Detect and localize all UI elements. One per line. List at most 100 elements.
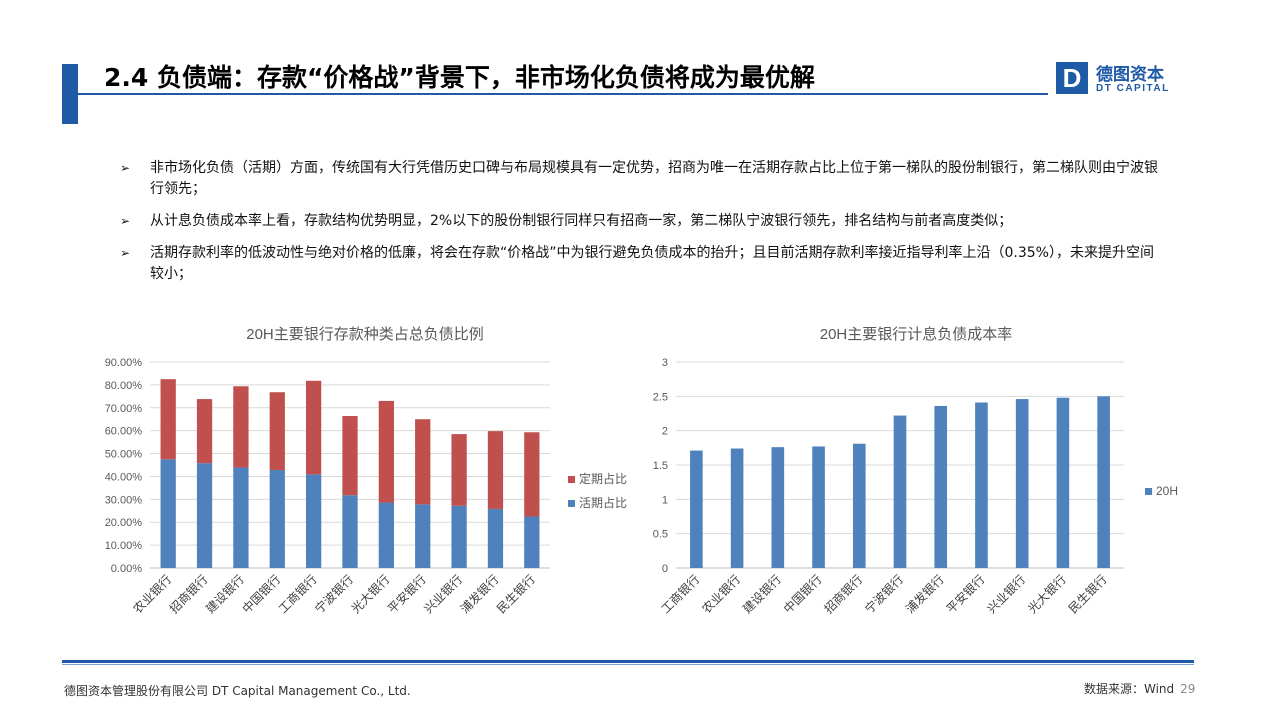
y-tick-label: 0.00% xyxy=(111,563,142,575)
legend-swatch xyxy=(1145,488,1152,495)
y-tick-label: 70.00% xyxy=(105,403,143,415)
bar-20H xyxy=(812,446,825,568)
footer-company: 德图资本管理股份有限公司 DT Capital Management Co., … xyxy=(64,684,411,698)
y-tick-label: 0.5 xyxy=(653,529,668,541)
bar-20H xyxy=(730,448,744,568)
bar-20H xyxy=(1015,399,1029,568)
bar-活期占比 xyxy=(524,516,540,568)
bar-活期占比 xyxy=(451,505,467,568)
bullet-item: ➢ 非市场化负债（活期）方面，传统国有大行凭借历史口碑与布局规模具有一定优势，招… xyxy=(120,158,1160,200)
x-tick-label: 农业银行 xyxy=(130,572,174,616)
y-tick-label: 20.00% xyxy=(105,517,143,529)
y-tick-label: 0 xyxy=(662,563,668,575)
legend-label: 定期占比 xyxy=(579,471,627,486)
footer-divider-thin xyxy=(62,664,1194,665)
bar-定期占比 xyxy=(233,386,249,468)
legend-swatch xyxy=(568,476,575,483)
bar-定期占比 xyxy=(160,379,176,460)
x-tick-label: 宁波银行 xyxy=(862,572,907,617)
y-tick-label: 90.00% xyxy=(105,357,143,369)
bar-定期占比 xyxy=(342,416,358,496)
x-tick-label: 光大银行 xyxy=(349,572,393,616)
page-title: 2.4 负债端：存款“价格战”背景下，非市场化负债将成为最优解 xyxy=(104,63,815,92)
bar-定期占比 xyxy=(487,431,504,509)
logo-chinese-name: 德图资本 xyxy=(1096,65,1164,85)
logo-mark: D xyxy=(1056,62,1088,94)
x-tick-label: 浦发银行 xyxy=(457,572,502,617)
y-tick-label: 1.5 xyxy=(653,460,668,472)
y-tick-label: 2 xyxy=(662,426,668,438)
bar-定期占比 xyxy=(196,399,213,464)
bar-活期占比 xyxy=(160,459,176,568)
bar-20H xyxy=(975,402,988,568)
bullet-item: ➢ 活期存款利率的低波动性与绝对价格的低廉，将会在存款“价格战”中为银行避免负债… xyxy=(120,243,1160,285)
bar-定期占比 xyxy=(378,400,394,503)
chart-title: 20H主要银行存款种类占总负债比例 xyxy=(246,326,484,343)
x-tick-label: 民生银行 xyxy=(494,572,538,616)
bar-20H xyxy=(1097,396,1110,568)
bar-定期占比 xyxy=(451,434,467,506)
data-source: 数据来源：Wind xyxy=(1084,682,1175,696)
bar-定期占比 xyxy=(524,432,540,517)
legend-label: 活期占比 xyxy=(579,495,627,510)
bar-活期占比 xyxy=(487,508,504,568)
y-tick-label: 3 xyxy=(662,357,668,369)
bar-活期占比 xyxy=(306,474,322,568)
arrow-bullet-icon: ➢ xyxy=(120,246,131,260)
y-tick-label: 60.00% xyxy=(105,426,143,438)
bullet-text: 非市场化负债（活期）方面，传统国有大行凭借历史口碑与布局规模具有一定优势，招商为… xyxy=(150,160,1158,197)
bar-20H xyxy=(1056,397,1070,568)
bar-定期占比 xyxy=(306,380,322,475)
y-tick-label: 1 xyxy=(662,494,668,506)
footer-source: 数据来源：Wind 29 xyxy=(1084,680,1195,697)
x-tick-label: 招商银行 xyxy=(166,572,211,617)
bar-20H xyxy=(934,405,948,568)
y-tick-label: 40.00% xyxy=(105,471,143,483)
x-tick-label: 农业银行 xyxy=(699,572,743,616)
bar-20H xyxy=(893,415,907,568)
bar-20H xyxy=(771,447,785,568)
chart-title: 20H主要银行计息负债成本率 xyxy=(820,326,1013,343)
legend-label: 20H xyxy=(1156,484,1178,498)
bullet-list: ➢ 非市场化负债（活期）方面，传统国有大行凭借历史口碑与布局规模具有一定优势，招… xyxy=(120,158,1160,296)
bar-活期占比 xyxy=(415,504,431,568)
title-underline xyxy=(78,93,1048,95)
bar-20H xyxy=(690,450,703,568)
bar-活期占比 xyxy=(269,470,285,568)
x-tick-label: 建设银行 xyxy=(740,572,784,616)
x-tick-label: 光大银行 xyxy=(1025,572,1069,616)
bullet-text: 从计息负债成本率上看，存款结构优势明显，2%以下的股份制银行同样只有招商一家，第… xyxy=(150,213,1013,229)
x-tick-label: 浦发银行 xyxy=(902,572,947,617)
arrow-bullet-icon: ➢ xyxy=(120,161,131,175)
bullet-text: 活期存款利率的低波动性与绝对价格的低廉，将会在存款“价格战”中为银行避免负债成本… xyxy=(150,245,1154,282)
logo-english-name: DT CAPITAL xyxy=(1096,83,1170,94)
funding-cost-chart-svg: 20H主要银行计息负债成本率 0 0.5 1 1.5 2 2.5 3 工商银行农业银行建设银行中… xyxy=(653,326,1178,617)
bar-活期占比 xyxy=(378,502,394,568)
y-tick-label: 30.00% xyxy=(105,494,143,506)
bullet-item: ➢ 从计息负债成本率上看，存款结构优势明显，2%以下的股份制银行同样只有招商一家… xyxy=(120,211,1160,232)
bar-20H xyxy=(852,443,866,568)
bar-活期占比 xyxy=(196,463,213,568)
y-tick-label: 80.00% xyxy=(105,380,143,392)
arrow-bullet-icon: ➢ xyxy=(120,214,131,228)
x-tick-label: 中国银行 xyxy=(239,572,284,617)
bar-活期占比 xyxy=(342,495,358,568)
y-tick-label: 2.5 xyxy=(653,391,668,403)
x-tick-label: 工商银行 xyxy=(658,572,703,617)
footer-divider xyxy=(62,660,1194,663)
x-tick-label: 建设银行 xyxy=(203,572,247,616)
x-tick-label: 宁波银行 xyxy=(312,572,357,617)
bar-定期占比 xyxy=(269,392,285,471)
x-tick-label: 中国银行 xyxy=(780,572,825,617)
y-tick-label: 50.00% xyxy=(105,449,143,461)
company-logo: D 德图资本 DT CAPITAL xyxy=(1056,62,1186,98)
bar-定期占比 xyxy=(415,419,431,505)
x-tick-label: 民生银行 xyxy=(1066,572,1110,616)
deposit-structure-chart: 20H主要银行存款种类占总负债比例 0.00% 10.00% 20.00% 30.00%… xyxy=(60,315,650,645)
bar-活期占比 xyxy=(233,467,249,568)
legend-swatch xyxy=(568,500,575,507)
funding-cost-chart: 20H主要银行计息负债成本率 0 0.5 1 1.5 2 2.5 3 工商银行 农业银行 建设银行中… xyxy=(640,315,1200,645)
y-tick-label: 10.00% xyxy=(105,540,143,552)
title-accent-bar xyxy=(62,64,78,124)
x-tick-label: 兴业银行 xyxy=(984,572,1028,616)
